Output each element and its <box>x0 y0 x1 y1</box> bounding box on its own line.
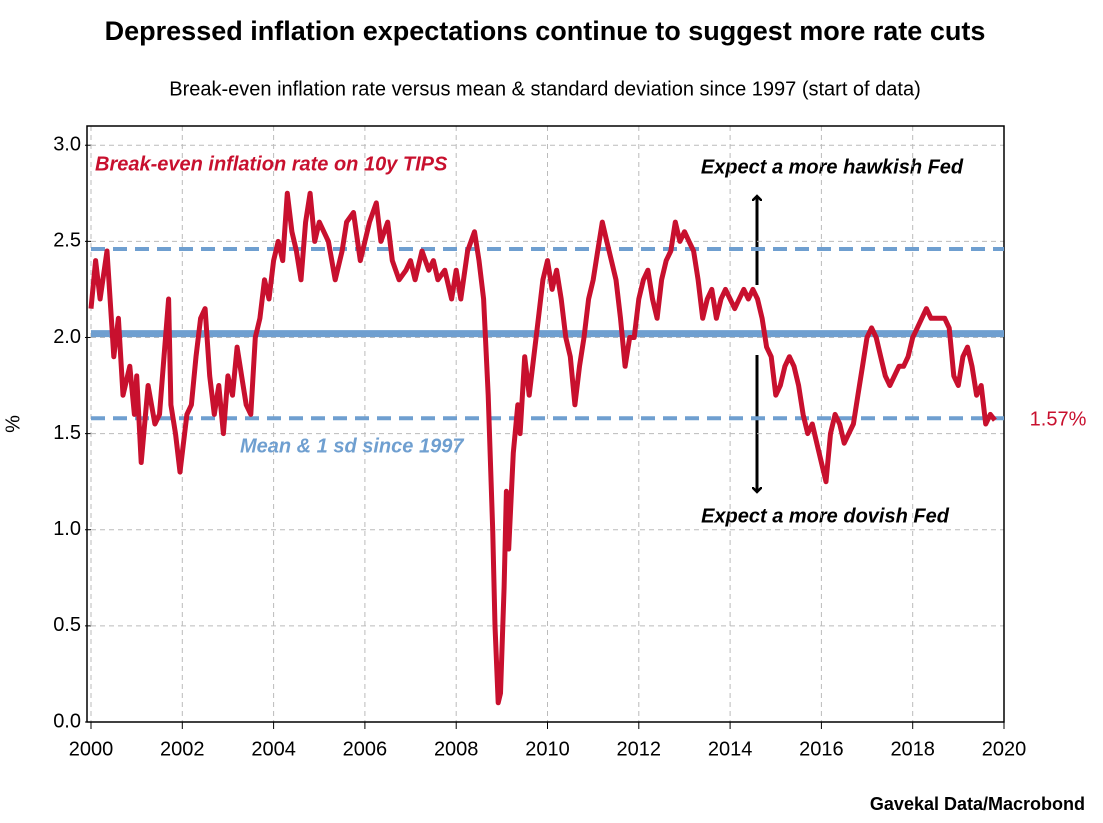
x-tick-label: 2018 <box>890 738 935 760</box>
y-axis-label: % <box>2 415 24 433</box>
annotation: Expect a more hawkish Fed <box>701 156 964 178</box>
source: Gavekal Data/Macrobond <box>870 794 1085 814</box>
chart-subtitle: Break-even inflation rate versus mean & … <box>169 78 921 100</box>
x-tick-label: 2006 <box>343 738 388 760</box>
plot-frame <box>86 125 1005 723</box>
chart-title: Depressed inflation expectations continu… <box>105 16 986 46</box>
y-tick-label: 0.0 <box>53 710 81 732</box>
x-tick-label: 2008 <box>434 738 479 760</box>
y-tick-label: 1.0 <box>53 518 81 540</box>
x-tick-label: 2010 <box>525 738 570 760</box>
y-tick-label: 3.0 <box>53 134 81 156</box>
last-value-label: 1.57% <box>1030 408 1087 430</box>
x-tick-label: 2016 <box>799 738 844 760</box>
y-tick-label: 2.0 <box>53 326 81 348</box>
x-tick-label: 2000 <box>69 738 114 760</box>
series-line <box>88 190 997 706</box>
legend-label: Break-even inflation rate on 10y TIPS <box>95 153 448 175</box>
x-tick-label: 2014 <box>708 738 753 760</box>
y-tick-label: 0.5 <box>53 614 81 636</box>
x-tick-label: 2012 <box>617 738 662 760</box>
x-tick-label: 2004 <box>251 738 296 760</box>
annotation: Expect a more dovish Fed <box>701 505 950 527</box>
x-tick-label: 2002 <box>160 738 205 760</box>
x-tick-label: 2020 <box>982 738 1027 760</box>
y-tick-label: 1.5 <box>53 422 81 444</box>
y-tick-label: 2.5 <box>53 230 81 252</box>
reference-label: Mean & 1 sd since 1997 <box>240 435 464 457</box>
